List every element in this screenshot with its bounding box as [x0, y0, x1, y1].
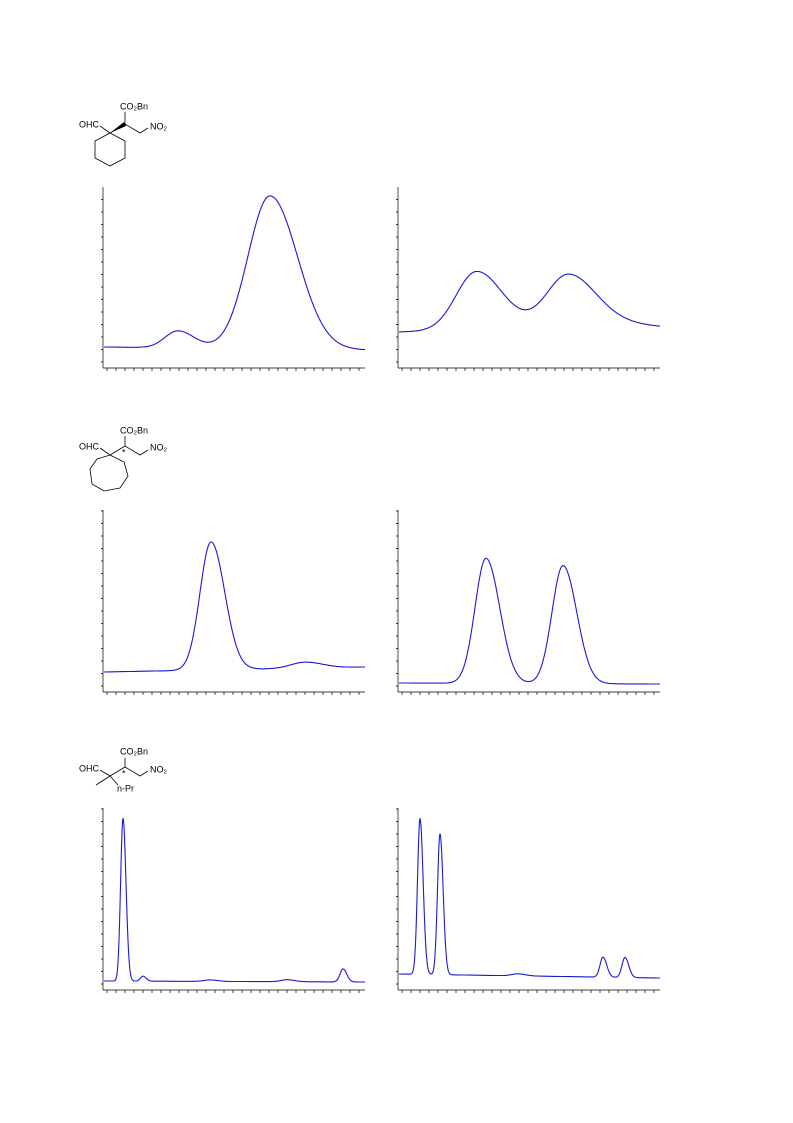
chromatogram-trace [399, 557, 660, 685]
ticks [101, 199, 360, 371]
bonds [95, 758, 149, 786]
nitro-label: NO₂ [150, 442, 168, 452]
bonds [94, 112, 149, 167]
ticks [396, 808, 655, 993]
chromatogram-trace [104, 817, 365, 983]
structure-2: CO₂Bn OHC NO₂ * [79, 425, 168, 492]
structure-3: CO₂Bn OHC NO₂ * n-Pr [79, 746, 168, 793]
ticks [396, 199, 655, 371]
aldehyde-label: OHC [79, 119, 100, 129]
ester-label: CO₂Bn [120, 425, 148, 435]
ticks [101, 808, 360, 993]
nitro-label: NO₂ [150, 764, 168, 774]
structure-1: CO₂Bn OHC NO₂ [79, 101, 168, 167]
stereo-mark: * [122, 447, 126, 457]
nitro-label: NO₂ [150, 121, 168, 131]
chromatogram-trace [104, 541, 365, 673]
wedge [110, 122, 126, 133]
aldehyde-label: OHC [79, 763, 100, 773]
chromatogram-trace [399, 818, 660, 979]
stereo-mark: * [122, 768, 126, 778]
ticks [101, 510, 360, 695]
chromatogram-trace [399, 270, 660, 333]
bonds [89, 436, 149, 492]
ticks [396, 510, 655, 695]
ester-label: CO₂Bn [120, 746, 148, 756]
substituent-label: n-Pr [117, 783, 134, 793]
chromatogram-trace [104, 195, 365, 351]
ester-label: CO₂Bn [120, 101, 148, 111]
aldehyde-label: OHC [79, 441, 100, 451]
